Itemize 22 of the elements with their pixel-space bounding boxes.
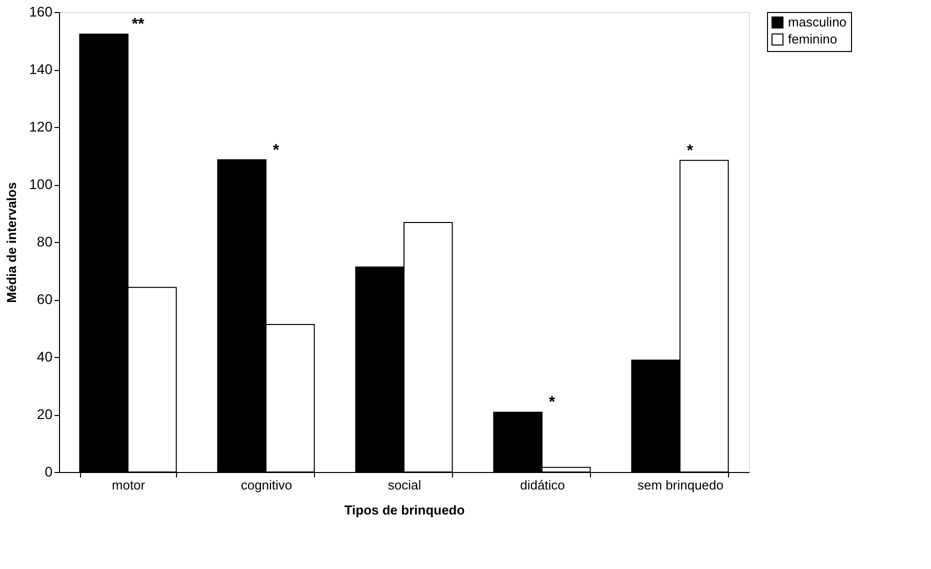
annotation: ** <box>132 16 145 34</box>
x-tick-label: didático <box>520 478 565 492</box>
x-tick-label: sem brinquedo <box>638 478 724 492</box>
y-tick-label: 20 <box>36 406 53 422</box>
annotation: * <box>548 394 556 412</box>
y-tick-label: 80 <box>36 234 53 250</box>
x-tick-label: social <box>388 478 422 492</box>
y-tick-label: 0 <box>44 464 53 480</box>
y-axis-title: Média de intervalos <box>4 182 20 303</box>
legend-label: feminino <box>788 32 838 46</box>
y-tick-label: 160 <box>29 4 53 20</box>
y-tick-label: 140 <box>29 61 53 77</box>
x-tick-label: motor <box>112 478 146 492</box>
annotation: * <box>686 142 694 160</box>
y-tick-label: 100 <box>29 176 53 192</box>
y-tick-label: 40 <box>36 348 53 364</box>
x-tick-label: cognitivo <box>240 478 292 492</box>
x-axis-title: Tipos de brinquedo <box>344 502 465 518</box>
legend-label: masculino <box>788 14 847 30</box>
y-tick-label: 120 <box>29 118 53 134</box>
y-tick-label: 60 <box>36 291 53 307</box>
annotation: * <box>272 142 280 159</box>
